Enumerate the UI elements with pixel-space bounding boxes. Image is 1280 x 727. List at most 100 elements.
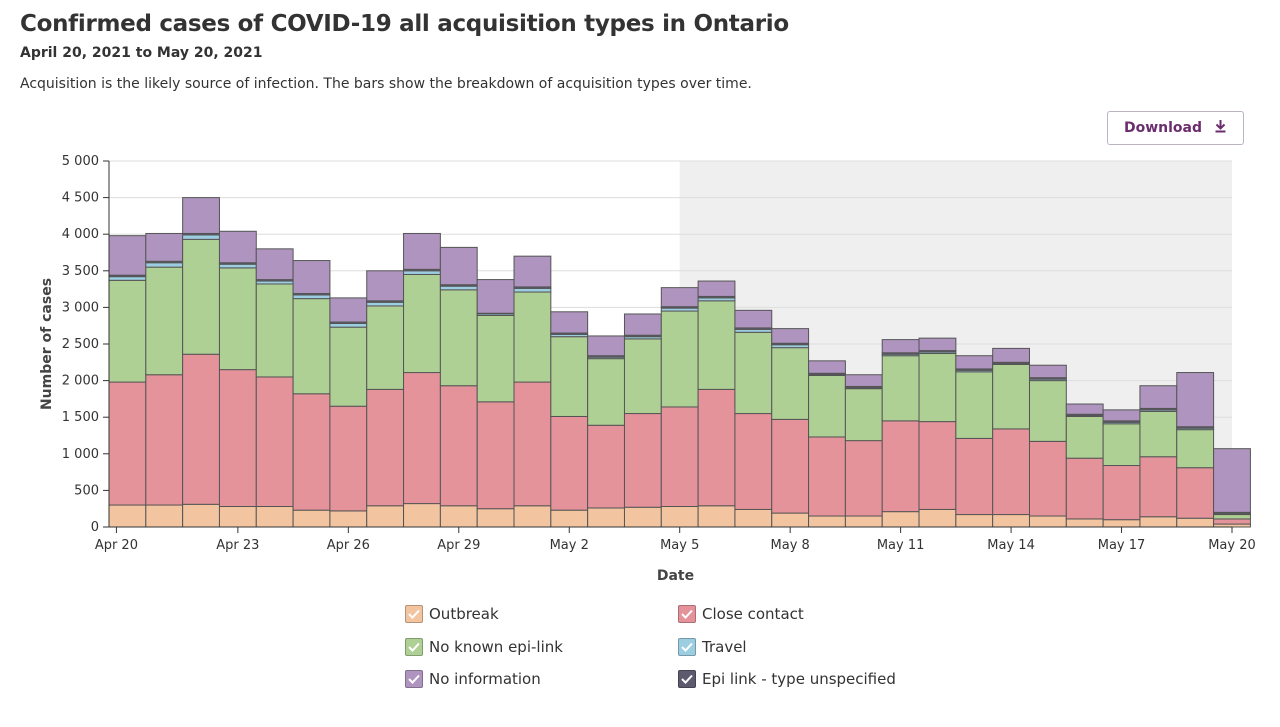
bar-segment [366, 388, 405, 507]
bar-segment [145, 504, 184, 528]
checkbox-icon [405, 638, 423, 656]
date-range: April 20, 2021 to May 20, 2021 [20, 45, 263, 61]
bar-segment [182, 503, 220, 528]
bar-segment [1139, 456, 1178, 518]
bar-segment [623, 413, 662, 508]
bar-segment [329, 297, 368, 323]
bar-segment [108, 279, 147, 383]
y-tick-label: 5 000 [62, 154, 99, 169]
bar-segment [366, 305, 405, 390]
bar-segment [403, 273, 441, 374]
checkbox-icon [678, 670, 696, 688]
bar-segment [1065, 415, 1104, 459]
y-tick-label: 3 000 [62, 300, 99, 315]
download-button[interactable]: Download [1107, 111, 1244, 145]
bar-segment [734, 331, 773, 415]
download-icon [1214, 119, 1227, 137]
bar-segment [771, 418, 810, 514]
page-title: Confirmed cases of COVID-19 all acquisit… [20, 11, 789, 37]
bar-segment [403, 372, 441, 505]
bar-segment [734, 309, 773, 329]
bar-segment [403, 270, 441, 275]
bar-segment [992, 363, 1030, 430]
bar-segment [218, 369, 257, 508]
bar-segment [955, 371, 994, 439]
y-tick-label: 3 500 [62, 264, 99, 279]
bar-segment [992, 347, 1030, 363]
bar-segment [992, 428, 1030, 516]
bar-segment [1065, 518, 1104, 528]
bar-segment [587, 335, 625, 357]
legend-item-travel[interactable]: Travel [678, 638, 747, 656]
legend-item-no-known-epi-link[interactable]: No known epi-link [405, 638, 563, 656]
bar-segment [808, 436, 846, 517]
bar-segment [255, 376, 294, 508]
bar-segment [844, 515, 883, 528]
bar-segment [366, 270, 405, 302]
bar-segment [1102, 409, 1141, 422]
bar-segment [808, 374, 846, 438]
bar-segment [292, 393, 331, 511]
bar-segment [1176, 467, 1215, 519]
bar-segment [697, 505, 736, 528]
bar-segment [1139, 516, 1178, 528]
bar-segment [292, 294, 331, 300]
y-tick-label: 1 000 [62, 447, 99, 462]
bar-segment [881, 355, 920, 422]
bar-segment [1213, 514, 1251, 520]
y-tick-label: 0 [91, 520, 99, 535]
bar-segment [1028, 440, 1067, 517]
legend-label: Travel [702, 638, 747, 656]
x-tick-label: Apr 29 [437, 538, 480, 553]
bar-segment [1176, 372, 1215, 428]
bar-segment [145, 266, 184, 376]
legend-item-outbreak[interactable]: Outbreak [405, 605, 499, 623]
bar-segment [439, 285, 478, 291]
x-tick-label: May 11 [877, 538, 925, 553]
bar-segment [329, 323, 368, 328]
bar-segment [918, 508, 957, 528]
bar-segment [476, 279, 515, 314]
bar-segment [550, 311, 589, 334]
bar-segment [292, 509, 331, 528]
bar-segment [329, 326, 368, 407]
legend-item-no-information[interactable]: No information [405, 670, 541, 688]
bar-segment [918, 353, 957, 423]
bar-segment [697, 300, 736, 390]
bar-segment [587, 358, 625, 426]
bar-segment [292, 260, 331, 294]
bar-segment [550, 336, 589, 417]
legend-item-epi-link-unspecified[interactable]: Epi link - type unspecified [678, 670, 896, 688]
bar-segment [182, 234, 220, 240]
legend-item-close-contact[interactable]: Close contact [678, 605, 804, 623]
y-axis-title: Number of cases [39, 278, 55, 410]
bar-segment [1139, 410, 1178, 458]
x-tick-label: Apr 23 [216, 538, 259, 553]
download-label: Download [1123, 120, 1203, 136]
bar-segment [771, 328, 810, 344]
bar-segment [918, 421, 957, 510]
y-tick-label: 2 000 [62, 374, 99, 389]
y-tick-label: 2 500 [62, 337, 99, 352]
bar-segment [403, 503, 441, 528]
bar-segment [403, 232, 441, 270]
bar-segment [623, 506, 662, 528]
x-tick-label: May 5 [660, 538, 699, 553]
bar-segment [292, 298, 331, 395]
bar-segment [513, 381, 552, 507]
bar-segment [771, 512, 810, 528]
bar-segment [182, 353, 220, 505]
bar-segment [1213, 518, 1251, 525]
bar-segment [145, 262, 184, 268]
y-tick-label: 500 [74, 483, 99, 498]
bar-segment [329, 405, 368, 512]
legend-label: Outbreak [429, 605, 499, 623]
x-tick-label: May 8 [771, 538, 810, 553]
bar-segment [329, 510, 368, 528]
bar-segment [108, 504, 147, 528]
bar-segment [1213, 448, 1251, 513]
bar-segment [697, 280, 736, 297]
bar-segment [476, 508, 515, 528]
bar-segment [255, 248, 294, 281]
bar-segment [1065, 403, 1104, 415]
